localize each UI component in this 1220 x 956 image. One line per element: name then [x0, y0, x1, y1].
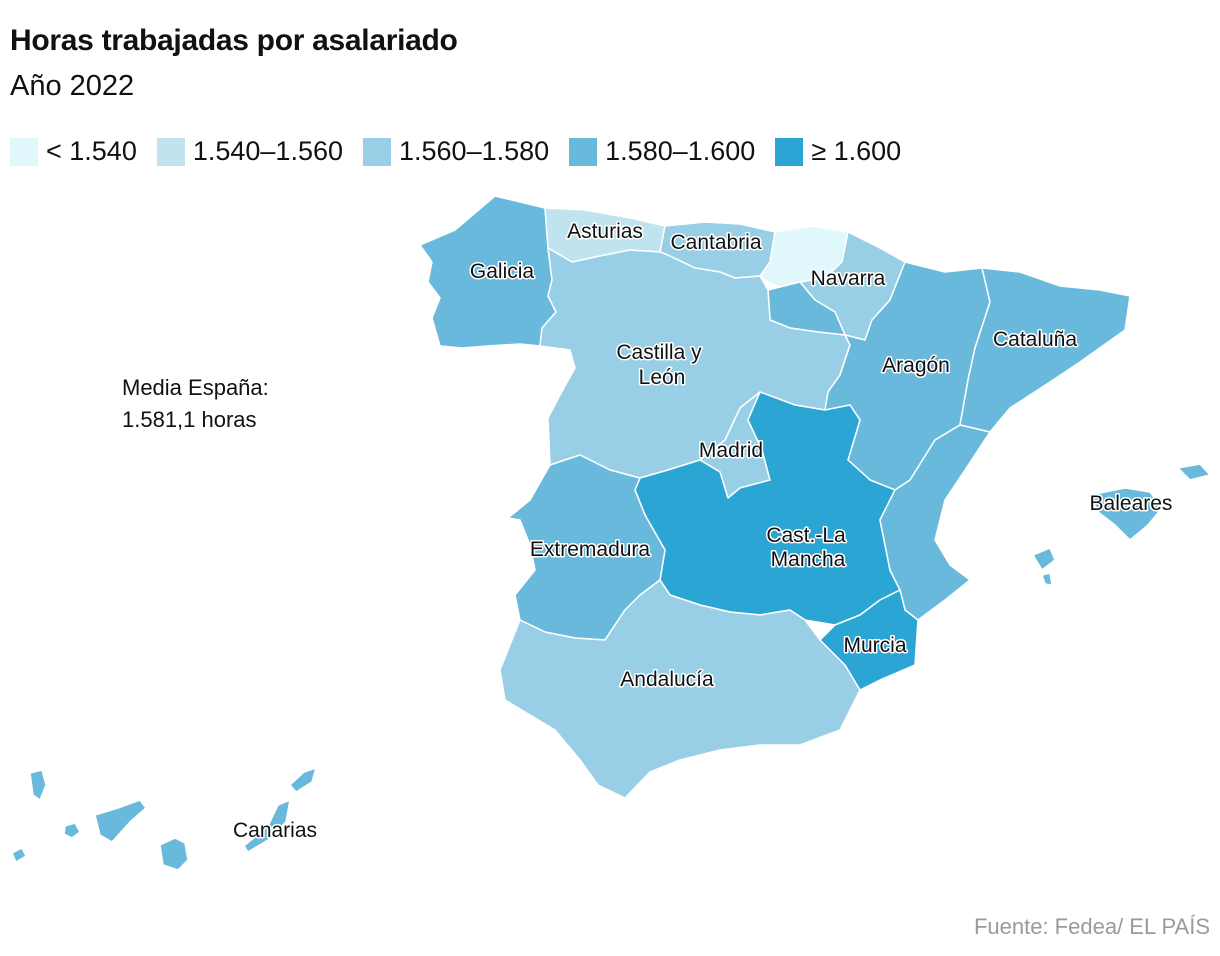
- national-average-value: 1.581,1 horas: [122, 407, 257, 432]
- legend-swatch: [569, 137, 598, 166]
- region-label-andalucia: Andalucía: [620, 668, 714, 691]
- legend-label: 1.560–1.580: [399, 136, 550, 166]
- legend-item: 1.540–1.560: [156, 136, 343, 167]
- national-average-note: Media España: 1.581,1 horas: [122, 372, 269, 436]
- legend-swatch: [775, 137, 804, 166]
- legend-swatch: [363, 137, 391, 166]
- region-label-castilla-la-mancha-line2: Mancha: [771, 548, 846, 571]
- legend-item: ≥ 1.600: [775, 136, 901, 167]
- legend-swatch: [10, 137, 38, 166]
- region-baleares[interactable]: [1032, 463, 1211, 586]
- legend-item: 1.580–1.600: [569, 136, 755, 167]
- region-label-navarra: Navarra: [811, 267, 886, 290]
- source-credit: Fuente: Fedea/ EL PAÍS: [973, 914, 1210, 939]
- region-comunidad-valenciana[interactable]: [879, 424, 991, 621]
- legend-swatch: [156, 137, 185, 166]
- map-subtitle: Año 2022: [10, 70, 135, 102]
- legend-label: ≥ 1.600: [811, 136, 902, 166]
- region-label-asturias: Asturias: [567, 220, 643, 243]
- region-label-cataluna: Cataluña: [993, 328, 1077, 351]
- region-cataluna[interactable]: [959, 267, 1131, 433]
- legend-label: < 1.540: [46, 136, 137, 166]
- region-label-murcia: Murcia: [843, 634, 906, 657]
- legend-item: 1.560–1.580: [363, 136, 549, 167]
- region-label-baleares: Baleares: [1090, 492, 1173, 515]
- region-label-extremadura: Extremadura: [530, 538, 651, 561]
- map-title: Horas trabajadas por asalariado: [10, 24, 458, 57]
- legend: < 1.540 1.540–1.560 1.560–1.580 1.580–1.…: [10, 136, 921, 167]
- region-label-canarias: Canarias: [233, 819, 317, 842]
- national-average-label: Media España:: [122, 375, 269, 400]
- legend-item: < 1.540: [10, 136, 137, 167]
- legend-label: 1.540–1.560: [192, 136, 343, 166]
- region-murcia[interactable]: [819, 589, 919, 691]
- legend-label: 1.580–1.600: [605, 136, 756, 166]
- region-label-aragon: Aragón: [882, 354, 950, 377]
- region-label-cantabria: Cantabria: [670, 231, 761, 254]
- region-label-galicia: Galicia: [470, 260, 535, 283]
- region-label-castilla-leon-line1: Castilla y: [616, 341, 702, 364]
- region-canarias[interactable]: [11, 767, 317, 871]
- region-label-castilla-leon-line2: León: [639, 366, 686, 389]
- region-label-castilla-la-mancha-line1: Cast.-La: [766, 524, 846, 547]
- region-label-madrid: Madrid: [699, 439, 763, 462]
